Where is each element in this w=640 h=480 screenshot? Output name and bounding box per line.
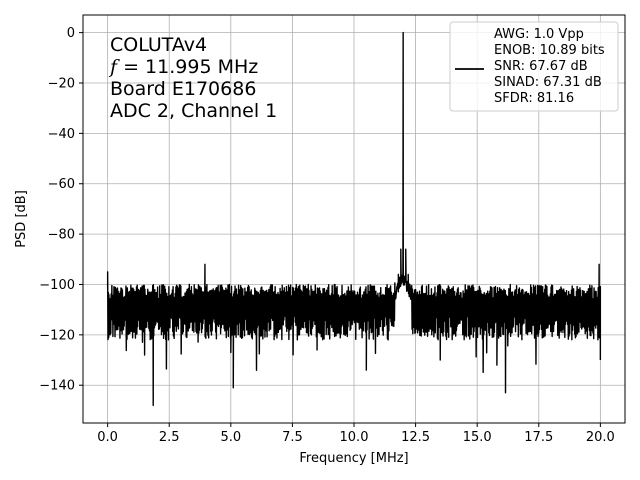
y-tick-label: −40 xyxy=(48,127,75,142)
annotation-line-4: ADC 2, Channel 1 xyxy=(110,100,277,122)
axis-ticks: 0.0 2.5 5.0 7.5 10.0 12.5 15.0 17.5 20.0 0 −20 −40 −… xyxy=(39,26,615,445)
y-axis-label: PSD [dB] xyxy=(14,190,29,248)
frequency-value: = 11.995 MHz xyxy=(117,56,258,78)
legend-box xyxy=(449,21,619,112)
legend: AWG: 1.0 Vpp ENOB: 10.89 bits SNR: 67.67… xyxy=(449,21,619,112)
legend-line-5: SFDR: 81.16 xyxy=(494,91,574,106)
legend-line-2: ENOB: 10.89 bits xyxy=(494,43,605,58)
x-tick-label: 20.0 xyxy=(586,430,615,445)
annotation-line-1: COLUTAv4 xyxy=(110,34,207,56)
y-tick-label: −140 xyxy=(39,379,75,394)
annotation-text: COLUTAv4 f = 11.995 MHz Board E170686 AD… xyxy=(108,34,277,122)
legend-line-1: AWG: 1.0 Vpp xyxy=(494,27,584,42)
y-tick-label: −100 xyxy=(39,278,75,293)
x-axis-label: Frequency [MHz] xyxy=(299,451,408,466)
x-tick-label: 5.0 xyxy=(220,430,241,445)
y-tick-label: −20 xyxy=(48,77,75,92)
series-psd xyxy=(106,31,602,407)
x-tick-label: 15.0 xyxy=(463,430,492,445)
x-tick-label: 0.0 xyxy=(97,430,118,445)
frequency-symbol: f xyxy=(108,56,120,78)
x-tick-label: 10.0 xyxy=(340,430,369,445)
legend-line-3: SNR: 67.67 dB xyxy=(494,59,588,74)
x-tick-label: 7.5 xyxy=(282,430,303,445)
x-tick-label: 17.5 xyxy=(524,430,553,445)
x-tick-label: 2.5 xyxy=(159,430,180,445)
annotation-line-3: Board E170686 xyxy=(110,78,256,100)
y-tick-label: 0 xyxy=(67,26,75,41)
psd-line xyxy=(106,31,602,407)
y-tick-label: −120 xyxy=(39,328,75,343)
y-tick-label: −60 xyxy=(48,177,75,192)
x-tick-label: 12.5 xyxy=(401,430,430,445)
annotation-line-2: f = 11.995 MHz xyxy=(108,56,258,78)
y-tick-label: −80 xyxy=(48,228,75,243)
legend-line-4: SINAD: 67.31 dB xyxy=(494,75,602,90)
